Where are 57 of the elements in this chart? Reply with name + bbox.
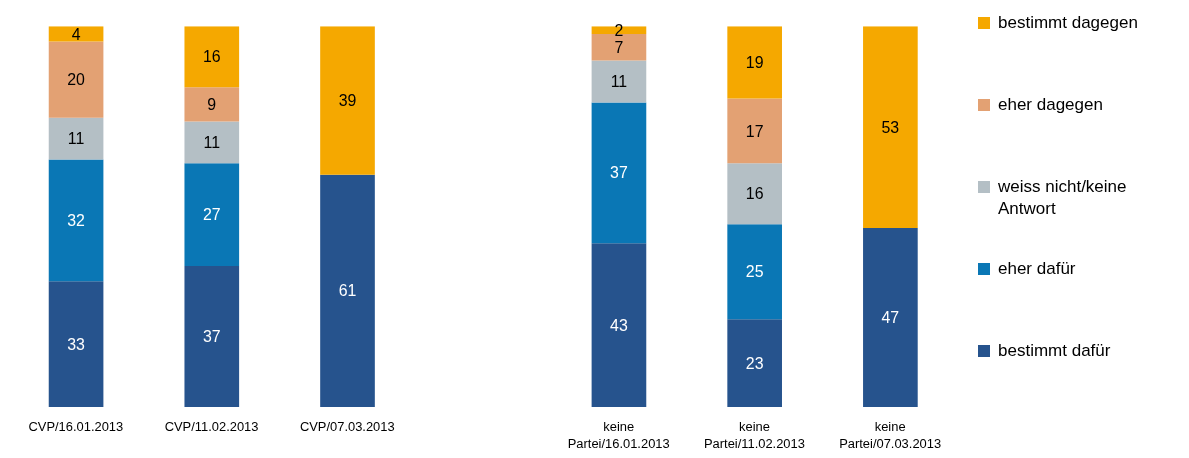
bar <box>48 281 104 407</box>
bar <box>320 26 375 175</box>
data-label: 23 <box>745 354 764 372</box>
data-label: 53 <box>881 118 900 136</box>
data-label: 19 <box>745 54 764 72</box>
data-label: 9 <box>207 95 217 113</box>
bar <box>320 174 375 407</box>
bar <box>863 228 918 407</box>
bar <box>184 121 240 164</box>
bar <box>184 87 240 122</box>
bar <box>591 60 647 103</box>
legend-label: eher dagegen <box>998 94 1104 116</box>
data-label: 4 <box>71 25 81 43</box>
bar <box>184 266 240 407</box>
data-label: 16 <box>202 48 221 66</box>
bar <box>591 243 647 407</box>
bar <box>727 224 782 320</box>
data-label: 7 <box>614 38 624 56</box>
bar <box>591 102 647 244</box>
x-tick-label: CVP/11.02.2013 <box>164 418 259 434</box>
data-label: 2 <box>614 21 624 39</box>
x-tick-label: keine Partei/11.02.2013 <box>703 418 805 451</box>
data-label: 37 <box>202 328 221 346</box>
bar <box>48 41 104 118</box>
data-label: 32 <box>67 212 86 230</box>
data-label: 11 <box>610 73 628 91</box>
bar <box>727 26 782 99</box>
bar <box>727 319 782 407</box>
x-tick-label: CVP/16.01.2013 <box>28 418 124 434</box>
legend-label: eher dafür <box>998 258 1077 280</box>
x-tick-label: CVP/07.03.2013 <box>299 418 395 434</box>
data-label: 47 <box>881 309 900 327</box>
bar <box>727 163 782 225</box>
legend-label: weiss nicht/keine Antwort <box>998 176 1128 220</box>
data-label: 16 <box>745 185 764 203</box>
data-label: 27 <box>202 206 221 224</box>
data-label: 25 <box>745 263 764 281</box>
data-label: 17 <box>745 122 764 140</box>
legend-label: bestimmt dagegen <box>998 12 1139 34</box>
bar <box>48 26 104 42</box>
bar <box>184 26 240 88</box>
x-tick-label: keine Partei/07.03.2013 <box>839 418 942 451</box>
data-label: 39 <box>338 92 357 110</box>
bar <box>184 163 240 267</box>
bar <box>48 159 104 282</box>
bar <box>727 98 782 164</box>
data-label: 33 <box>67 335 86 353</box>
x-tick-label: keine Partei/16.01.2013 <box>567 418 670 451</box>
legend-label: bestimmt dafür <box>998 340 1112 362</box>
data-label: 20 <box>67 71 86 89</box>
bar <box>48 117 104 160</box>
data-label: 61 <box>338 282 357 300</box>
data-label: 43 <box>610 316 628 334</box>
data-label: 37 <box>610 164 628 182</box>
data-label: 11 <box>203 134 221 152</box>
data-label: 11 <box>67 130 85 148</box>
bar <box>863 26 918 229</box>
